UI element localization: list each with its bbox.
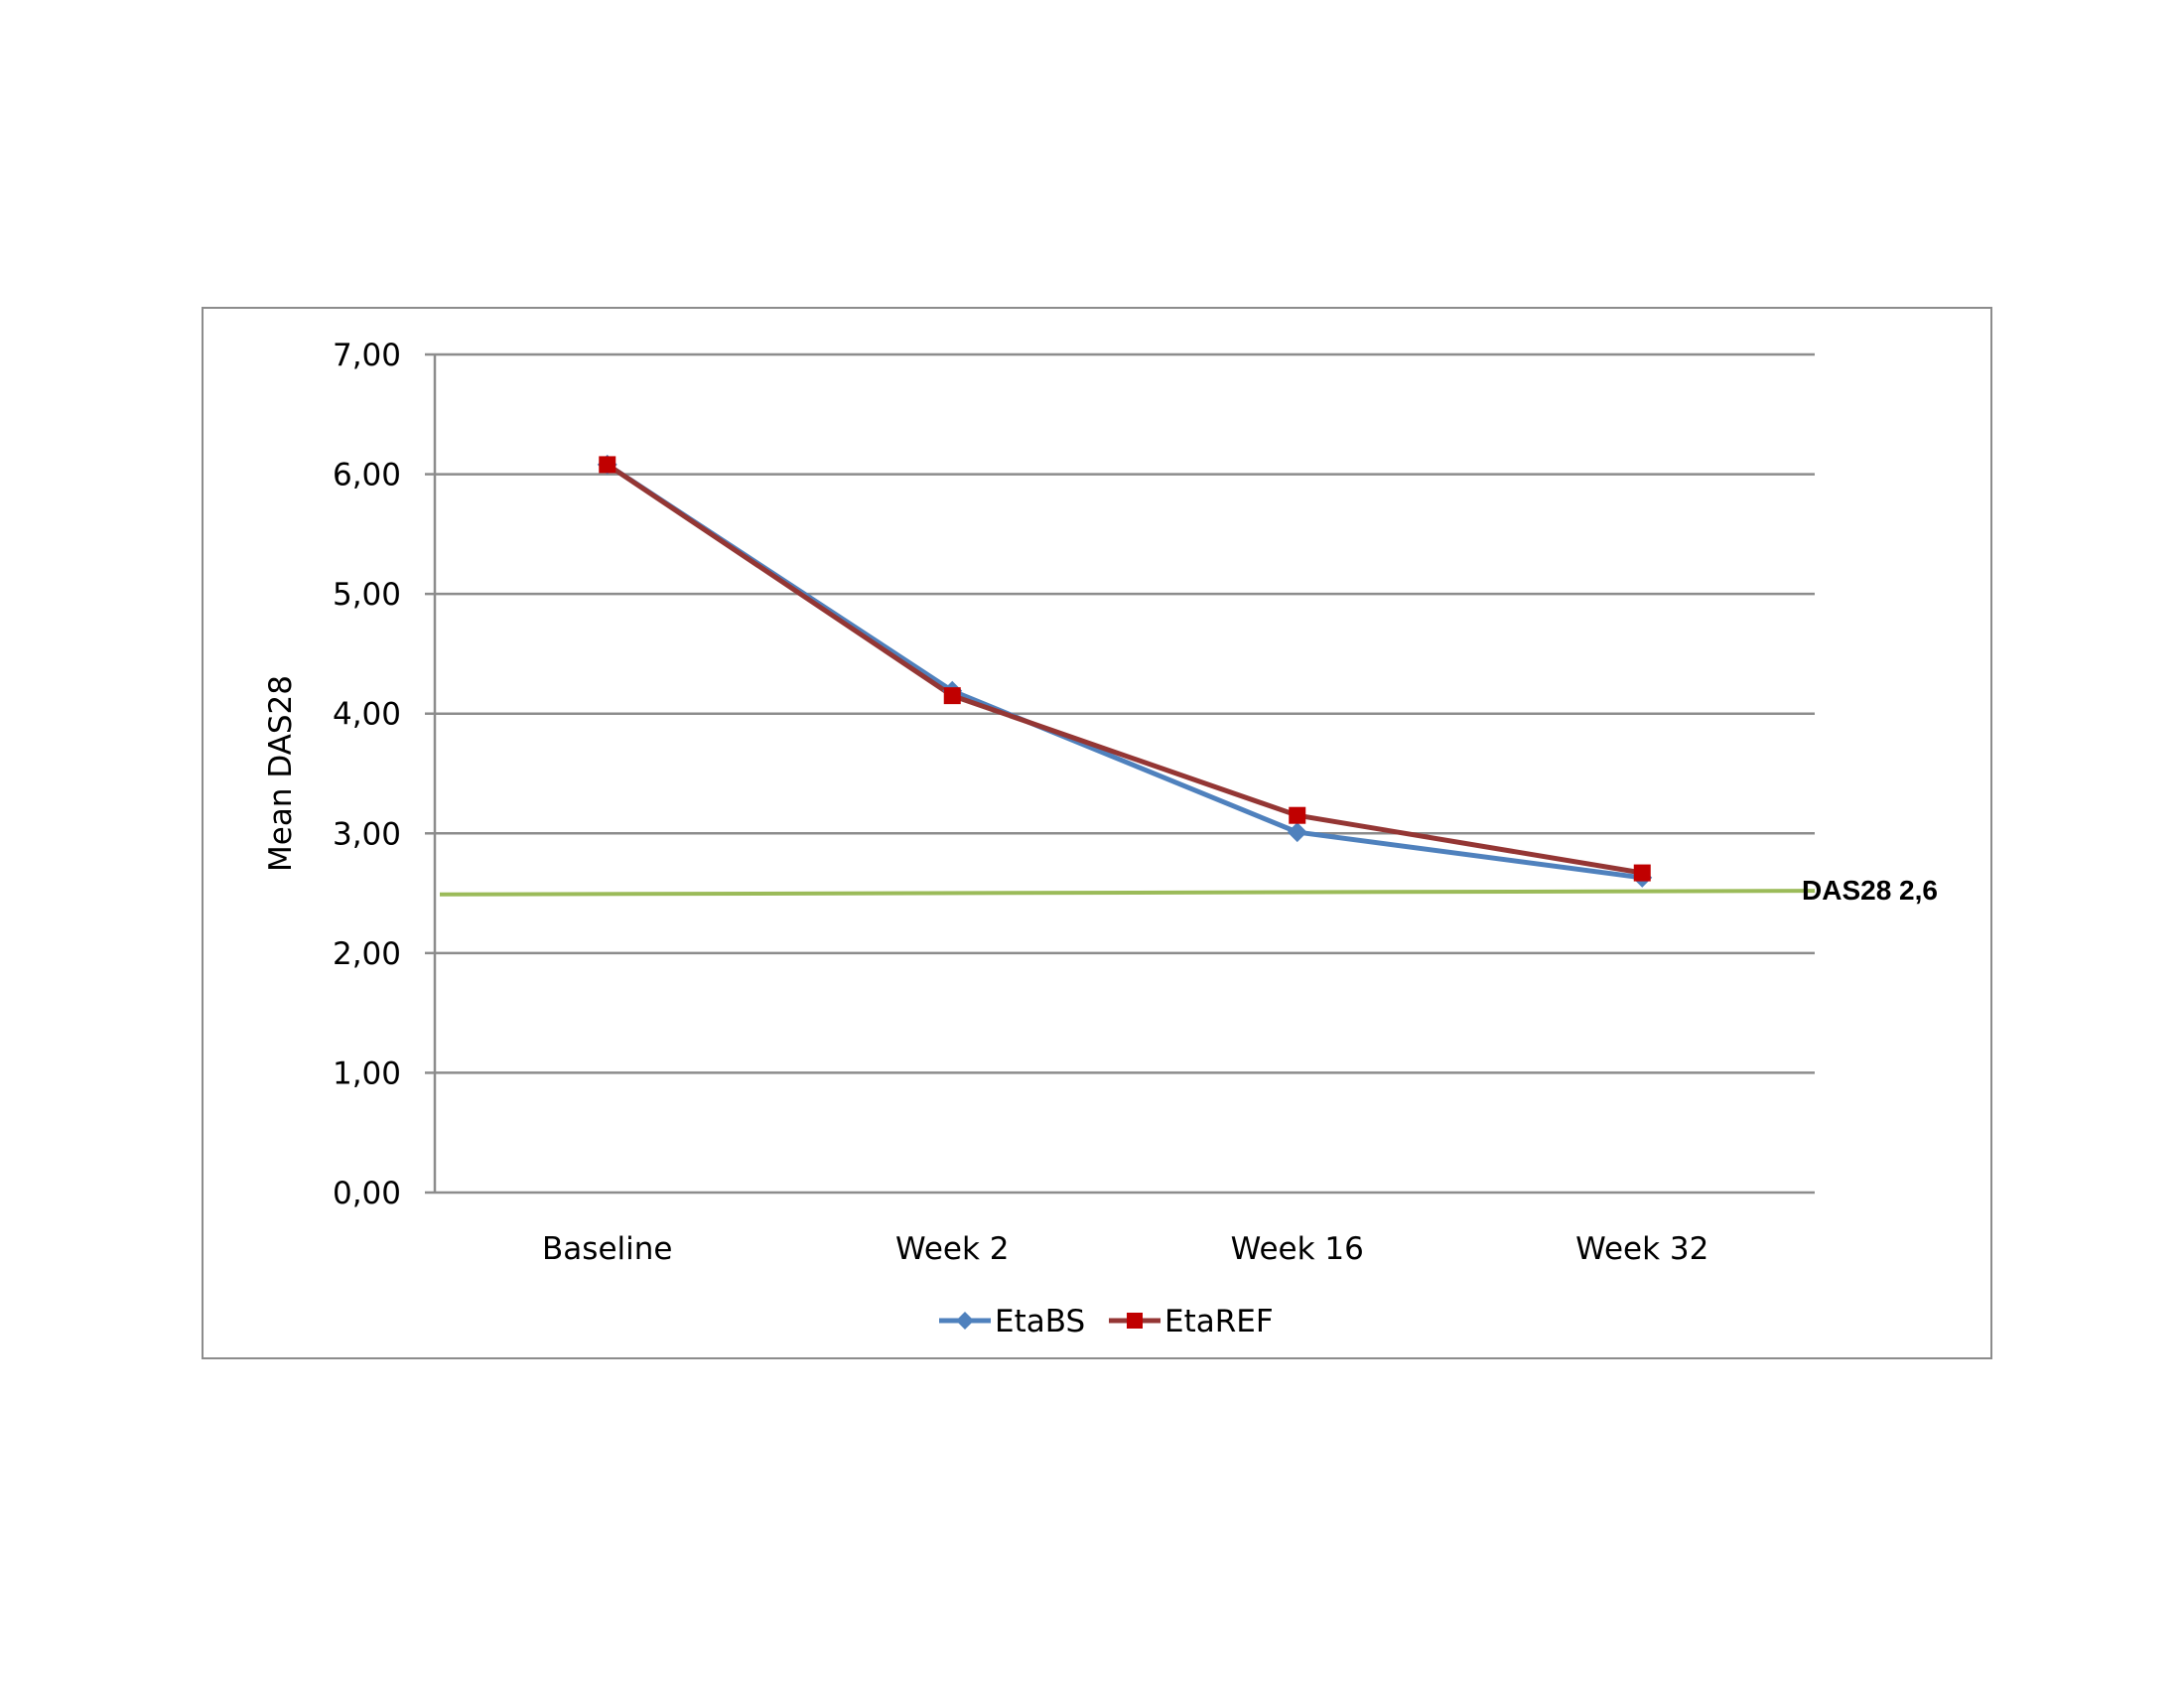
y-tick-label: 1,00 (333, 1055, 401, 1091)
legend-label-etaref: EtaREF (1164, 1304, 1274, 1339)
data-point-etaref (599, 456, 616, 474)
y-axis-title: Mean DAS28 (263, 675, 299, 872)
y-tick-label: 4,00 (333, 697, 401, 733)
y-tick-label: 2,00 (333, 936, 401, 972)
x-tick-label: Baseline (542, 1231, 672, 1267)
y-tick-label: 6,00 (333, 458, 401, 493)
data-point-etabs (1287, 822, 1307, 843)
reference-line-label: DAS28 2,6 (1802, 875, 1938, 906)
y-tick-labels: 0,00 1,00 2,00 3,00 4,00 5,00 6,00 7,00 (333, 338, 401, 1211)
y-tick-label: 0,00 (333, 1176, 401, 1211)
legend: EtaBS EtaREF (939, 1304, 1274, 1339)
reference-line (439, 889, 1816, 897)
series-line-etaref (606, 462, 1643, 876)
legend-marker-etaref (1127, 1313, 1143, 1329)
data-point-etaref (1633, 864, 1651, 882)
data-point-etaref (943, 687, 961, 705)
y-tick-label: 5,00 (333, 577, 401, 613)
x-tick-label: Week 2 (895, 1231, 1010, 1267)
y-tick-label: 7,00 (333, 338, 401, 373)
x-tick-label: Week 16 (1231, 1231, 1364, 1267)
gridlines (425, 352, 1815, 1195)
data-point-etaref (1289, 806, 1306, 824)
legend-label-etabs: EtaBS (995, 1304, 1085, 1339)
x-tick-labels: Baseline Week 2 Week 16 Week 32 (542, 1231, 1708, 1267)
x-tick-label: Week 32 (1575, 1231, 1708, 1267)
y-tick-label: 3,00 (333, 816, 401, 852)
series-group (597, 454, 1653, 888)
legend-marker-etabs (956, 1312, 974, 1330)
